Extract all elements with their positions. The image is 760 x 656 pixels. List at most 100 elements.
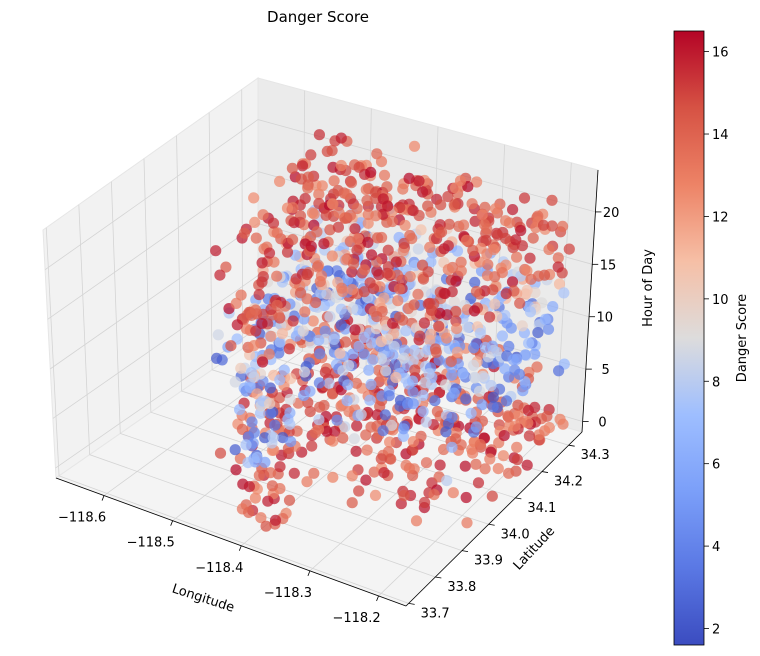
scatter-point	[503, 217, 515, 229]
x-tick-label: −118.2	[332, 611, 380, 626]
scatter-point	[407, 444, 419, 456]
scatter-point	[455, 256, 467, 268]
colorbar-tick-label: 2	[712, 623, 720, 638]
scatter-point	[442, 191, 454, 203]
scatter-point	[283, 343, 295, 355]
scatter-point	[417, 186, 429, 198]
scatter-point	[260, 520, 272, 532]
scatter-point	[428, 489, 440, 501]
scatter-point	[313, 377, 325, 389]
scatter-point	[389, 358, 401, 371]
scatter-point	[339, 421, 351, 433]
scatter-point	[315, 270, 328, 282]
scatter-point	[508, 364, 521, 376]
scatter-point	[378, 169, 391, 181]
scatter-point	[470, 421, 482, 433]
scatter-point	[281, 202, 294, 214]
scatter-point	[524, 252, 536, 264]
scatter-point	[249, 216, 261, 228]
scatter-point	[253, 469, 265, 481]
scatter-point	[386, 419, 398, 431]
y-grid-line	[45, 227, 409, 604]
scatter-point	[390, 371, 402, 384]
scatter-point	[335, 303, 347, 315]
scatter-point	[268, 256, 280, 268]
y-grid-line	[208, 112, 543, 472]
scatter-point	[446, 369, 458, 381]
y-tick-mark	[435, 576, 442, 579]
scatter-point	[393, 283, 406, 295]
z-tick-label: 15	[600, 258, 617, 273]
scatter-point	[334, 347, 346, 359]
scatter-point	[370, 323, 383, 335]
scatter-point	[489, 298, 501, 310]
scatter-point	[511, 453, 523, 466]
scatter-point	[335, 132, 347, 144]
z-grid-line	[44, 119, 596, 271]
scatter-point	[297, 325, 309, 337]
scatter-point	[319, 366, 331, 378]
scatter-point	[409, 364, 421, 376]
scatter-point	[311, 226, 323, 238]
scatter-point	[242, 457, 254, 469]
scatter-point	[487, 401, 499, 413]
scatter-point	[439, 288, 451, 300]
scatter-point	[404, 271, 416, 283]
scatter-point	[350, 445, 362, 457]
scatter-point	[558, 287, 570, 299]
scatter-point	[320, 209, 332, 221]
scatter-point	[450, 275, 462, 287]
scatter-point	[375, 453, 387, 465]
scatter-point	[440, 426, 452, 438]
scatter-point	[369, 489, 382, 501]
scatter-point	[301, 268, 313, 281]
z-axis-label: Hour of Day	[641, 249, 656, 327]
scatter-point	[307, 315, 319, 327]
scatter-point	[379, 409, 391, 421]
scatter-point	[290, 273, 302, 285]
scatter-point	[329, 425, 341, 438]
scatter-point	[500, 395, 513, 407]
x-axis-line	[55, 477, 407, 607]
scatter-point	[375, 156, 388, 168]
scatter-point	[531, 361, 543, 373]
scatter-point	[355, 408, 367, 421]
scatter-point	[403, 462, 415, 474]
scatter-point	[425, 256, 437, 268]
scatter-point	[366, 249, 378, 261]
z-tick-label: 5	[602, 363, 610, 378]
scatter-point	[532, 327, 544, 339]
scatter-point	[296, 160, 309, 172]
scatter-point	[422, 200, 434, 212]
scatter-point	[460, 234, 473, 246]
scatter-point	[474, 439, 486, 451]
scatter-point	[524, 306, 537, 318]
scatter-point	[349, 223, 361, 235]
scatter-point	[288, 467, 300, 479]
scatter-point	[271, 270, 283, 282]
scatter-point	[382, 244, 394, 256]
scatter-point	[500, 232, 512, 244]
scatter-point	[397, 183, 409, 195]
scatter-point	[315, 287, 327, 299]
scatter-point	[451, 323, 463, 335]
scatter-point	[461, 321, 473, 333]
scatter-point	[210, 245, 222, 257]
scatter-point	[455, 265, 467, 277]
scatter-point	[299, 193, 311, 205]
scatter-point	[269, 419, 281, 431]
y-tick-mark	[488, 523, 495, 526]
scatter-point	[414, 330, 426, 342]
scatter-point	[469, 371, 481, 383]
scatter-point	[539, 313, 551, 325]
scatter-point	[398, 489, 410, 502]
scatter-point	[467, 359, 480, 371]
scatter-point	[470, 285, 483, 298]
scatter-point	[406, 233, 418, 245]
scatter-point	[309, 297, 322, 309]
scatter-point	[448, 387, 460, 399]
scatter-point	[460, 491, 472, 504]
colorbar-tick-label: 16	[712, 46, 729, 61]
x-tick-mark	[238, 545, 242, 551]
scatter-point	[477, 370, 489, 383]
